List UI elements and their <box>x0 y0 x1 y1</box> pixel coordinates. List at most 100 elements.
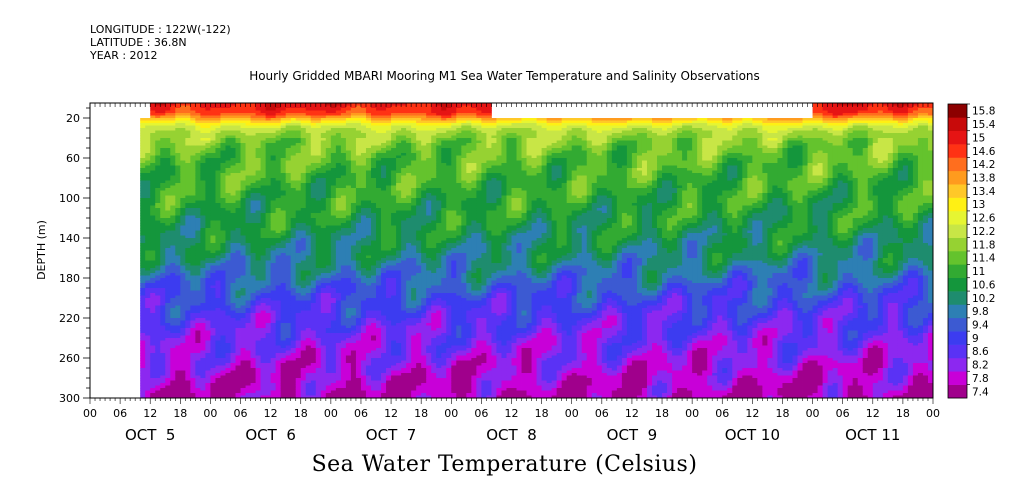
heatmap-cell <box>155 143 161 146</box>
heatmap-cell <box>310 125 317 129</box>
heatmap-cell <box>285 120 292 124</box>
heatmap-cell <box>260 265 267 269</box>
heatmap-cell <box>160 333 166 336</box>
heatmap-cell <box>340 375 347 379</box>
heatmap-cell <box>320 213 327 216</box>
heatmap-cell <box>340 250 347 254</box>
heatmap-cell <box>175 365 181 369</box>
heatmap-cell <box>270 188 277 191</box>
heatmap-cell <box>145 278 151 281</box>
heatmap-cell <box>325 258 332 261</box>
heatmap-cell <box>170 178 176 181</box>
heatmap-cell <box>215 103 221 106</box>
heatmap-cell <box>275 190 282 194</box>
heatmap-cell <box>225 300 231 304</box>
heatmap-cell <box>265 330 272 334</box>
heatmap-cell <box>170 195 176 199</box>
heatmap-cell <box>160 393 166 396</box>
heatmap-cell <box>280 375 287 379</box>
heatmap-cell <box>175 148 181 151</box>
heatmap-cell <box>165 188 171 191</box>
heatmap-cell <box>345 160 352 164</box>
heatmap-cell <box>285 123 292 126</box>
heatmap-cell <box>175 245 181 249</box>
heatmap-cell <box>345 290 352 294</box>
heatmap-cell <box>275 123 282 126</box>
heatmap-cell <box>270 143 277 146</box>
heatmap-cell <box>200 355 206 359</box>
heatmap-cell <box>305 368 312 371</box>
heatmap-cell <box>140 145 146 149</box>
heatmap-cell <box>305 230 312 234</box>
heatmap-cell <box>320 255 327 259</box>
heatmap-cell <box>250 395 256 399</box>
heatmap-cell <box>235 155 241 159</box>
heatmap-cell <box>235 210 241 214</box>
heatmap-cell <box>160 140 166 144</box>
heatmap-cell <box>175 215 181 219</box>
heatmap-cell <box>310 265 317 269</box>
heatmap-cell <box>325 255 332 259</box>
heatmap-cell <box>180 368 186 371</box>
heatmap-cell <box>160 370 166 374</box>
heatmap-cell <box>305 200 312 204</box>
heatmap-cell <box>180 318 186 321</box>
heatmap-cell <box>270 228 277 231</box>
heatmap-cell <box>205 108 211 111</box>
heatmap-cell <box>290 308 297 311</box>
heatmap-cell <box>255 233 262 236</box>
heatmap-cell <box>235 193 241 196</box>
heatmap-cell <box>180 150 186 154</box>
heatmap-cell <box>185 288 191 291</box>
heatmap-cell <box>165 383 171 386</box>
heatmap-cell <box>150 170 156 174</box>
heatmap-cell <box>205 140 211 144</box>
heatmap-cell <box>280 330 287 334</box>
heatmap-cell <box>335 275 342 279</box>
heatmap-cell <box>170 238 176 241</box>
heatmap-cell <box>300 383 307 386</box>
heatmap-cell <box>320 268 327 271</box>
heatmap-cell <box>300 225 307 229</box>
heatmap-cell <box>145 300 151 304</box>
heatmap-cell <box>155 145 161 149</box>
heatmap-cell <box>280 158 287 161</box>
heatmap-cell <box>195 170 201 174</box>
heatmap-cell <box>265 193 272 196</box>
heatmap-cell <box>195 300 201 304</box>
heatmap-cell <box>265 105 272 109</box>
heatmap-cell <box>345 128 352 131</box>
heatmap-cell <box>215 203 221 206</box>
heatmap-cell <box>170 115 176 119</box>
heatmap-cell <box>290 223 297 226</box>
heatmap-cell <box>165 250 171 254</box>
heatmap-cell <box>325 385 332 389</box>
heatmap-cell <box>330 140 337 144</box>
heatmap-cell <box>180 140 186 144</box>
heatmap-cell <box>160 275 166 279</box>
heatmap-cell <box>330 130 337 134</box>
heatmap-cell <box>255 215 262 219</box>
heatmap-cell <box>150 195 156 199</box>
heatmap-cell <box>175 270 181 274</box>
heatmap-cell <box>210 350 216 354</box>
heatmap-cell <box>315 198 322 201</box>
heatmap-cell <box>305 110 312 114</box>
heatmap-cell <box>210 323 216 326</box>
heatmap-cell <box>190 393 196 396</box>
heatmap-cell <box>310 270 317 274</box>
heatmap-cell <box>335 158 342 161</box>
heatmap-cell <box>265 298 272 301</box>
heatmap-cell <box>235 295 241 299</box>
heatmap-cell <box>325 368 332 371</box>
heatmap-cell <box>150 143 156 146</box>
heatmap-cell <box>225 150 231 154</box>
heatmap-cell <box>205 278 211 281</box>
heatmap-cell <box>330 390 337 394</box>
heatmap-cell <box>340 330 347 334</box>
heatmap-cell <box>160 193 166 196</box>
heatmap-cell <box>305 273 312 276</box>
heatmap-cell <box>345 175 352 179</box>
heatmap-cell <box>145 283 151 286</box>
heatmap-cell <box>310 263 317 266</box>
